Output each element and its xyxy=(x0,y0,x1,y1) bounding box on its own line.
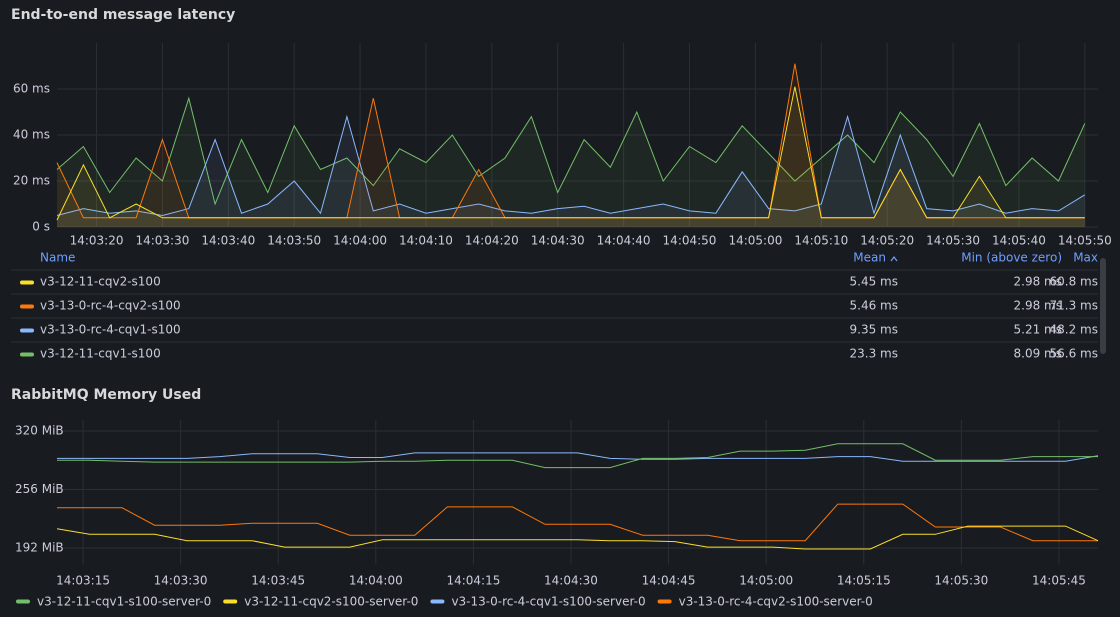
y-tick-label: 320 MiB xyxy=(15,423,64,437)
x-tick-label: 14:04:15 xyxy=(446,574,500,588)
legend-value: 5.45 ms xyxy=(850,275,898,289)
legend-swatch xyxy=(430,599,445,604)
x-tick-label: 14:03:15 xyxy=(56,574,110,588)
series-area xyxy=(57,86,1085,227)
legend-name[interactable]: v3-13-0-rc-4-cqv1-s100 xyxy=(40,323,181,337)
legend-swatch xyxy=(20,352,34,357)
legend-column-header[interactable]: Max xyxy=(1073,251,1098,265)
x-tick-label: 14:04:45 xyxy=(642,574,696,588)
series-line xyxy=(56,114,1086,217)
legend-swatch xyxy=(20,304,34,309)
legend-value: 2.98 ms xyxy=(1014,299,1062,313)
y-tick-label: 192 MiB xyxy=(15,541,64,555)
series-line xyxy=(56,525,1099,550)
x-tick-label: 14:05:30 xyxy=(934,574,988,588)
x-tick-label: 14:05:30 xyxy=(926,234,980,248)
legend-name[interactable]: v3-12-11-cqv1-s100 xyxy=(40,347,161,361)
x-tick-label: 14:05:40 xyxy=(992,234,1046,248)
series-line xyxy=(57,503,1098,542)
y-tick-label: 256 MiB xyxy=(15,482,64,496)
y-tick-label: 60 ms xyxy=(13,82,50,96)
x-tick-label: 14:05:20 xyxy=(860,234,914,248)
series-line xyxy=(56,96,1086,206)
x-tick-label: 14:05:15 xyxy=(837,574,891,588)
legend-name[interactable]: v3-13-0-rc-4-cqv2-s100-server-0 xyxy=(679,595,873,609)
x-tick-label: 14:05:00 xyxy=(728,234,782,248)
x-tick-label: 14:03:30 xyxy=(154,574,208,588)
y-tick-label: 40 ms xyxy=(13,128,50,142)
x-tick-label: 14:04:50 xyxy=(663,234,717,248)
legend-value: 48.2 ms xyxy=(1050,323,1098,337)
legend-value: 8.09 ms xyxy=(1014,347,1062,361)
x-tick-label: 14:04:00 xyxy=(333,234,387,248)
legend-value: 56.6 ms xyxy=(1050,347,1098,361)
series-line xyxy=(56,86,1085,221)
series-line xyxy=(57,443,1098,469)
y-tick-label: 0 s xyxy=(32,220,50,234)
legend-value: 23.3 ms xyxy=(850,347,898,361)
sort-icon xyxy=(890,256,898,262)
legend-value: 2.98 ms xyxy=(1014,275,1062,289)
x-tick-label: 14:05:10 xyxy=(794,234,848,248)
x-tick-label: 14:03:40 xyxy=(201,234,255,248)
x-tick-label: 14:04:40 xyxy=(597,234,651,248)
legend-value: 9.35 ms xyxy=(850,323,898,337)
x-tick-label: 14:03:50 xyxy=(267,234,321,248)
legend-swatch xyxy=(657,599,672,604)
legend-column-header[interactable]: Name xyxy=(40,251,75,265)
legend-column-header[interactable]: Mean xyxy=(853,251,886,265)
x-tick-label: 14:04:30 xyxy=(531,234,585,248)
legend-name[interactable]: v3-12-11-cqv1-s100-server-0 xyxy=(37,595,211,609)
legend-swatch xyxy=(20,328,34,333)
scrollbar[interactable] xyxy=(1100,258,1106,354)
legend-name[interactable]: v3-13-0-rc-4-cqv1-s100-server-0 xyxy=(451,595,645,609)
x-tick-label: 14:05:45 xyxy=(1032,574,1086,588)
legend-swatch xyxy=(16,599,30,604)
x-tick-label: 14:05:00 xyxy=(739,574,793,588)
legend-value: 71.3 ms xyxy=(1050,299,1098,313)
x-tick-label: 14:05:50 xyxy=(1058,234,1112,248)
series-line xyxy=(57,452,1099,462)
legend-swatch xyxy=(20,280,34,285)
x-tick-label: 14:04:20 xyxy=(465,234,519,248)
legend-name[interactable]: v3-12-11-cqv2-s100 xyxy=(40,275,161,289)
legend-name[interactable]: v3-12-11-cqv2-s100-server-0 xyxy=(244,595,418,609)
panel-title: RabbitMQ Memory Used xyxy=(11,387,201,403)
series-area xyxy=(57,98,1085,227)
legend-swatch xyxy=(223,599,238,604)
x-tick-label: 14:04:10 xyxy=(399,234,453,248)
legend-value: 5.46 ms xyxy=(850,299,898,313)
series-area xyxy=(57,63,1085,228)
series-area xyxy=(57,116,1085,227)
legend-name[interactable]: v3-13-0-rc-4-cqv2-s100 xyxy=(40,299,181,313)
x-tick-label: 14:04:00 xyxy=(349,574,403,588)
x-tick-label: 14:04:30 xyxy=(544,574,598,588)
panel-title: End-to-end message latency xyxy=(11,7,235,23)
legend-value: 5.21 ms xyxy=(1014,323,1062,337)
y-tick-label: 20 ms xyxy=(13,174,50,188)
x-tick-label: 14:03:30 xyxy=(135,234,189,248)
legend-value: 60.8 ms xyxy=(1050,275,1098,289)
x-tick-label: 14:03:45 xyxy=(251,574,305,588)
legend-column-header[interactable]: Min (above zero) xyxy=(961,251,1062,265)
x-tick-label: 14:03:20 xyxy=(70,234,124,248)
